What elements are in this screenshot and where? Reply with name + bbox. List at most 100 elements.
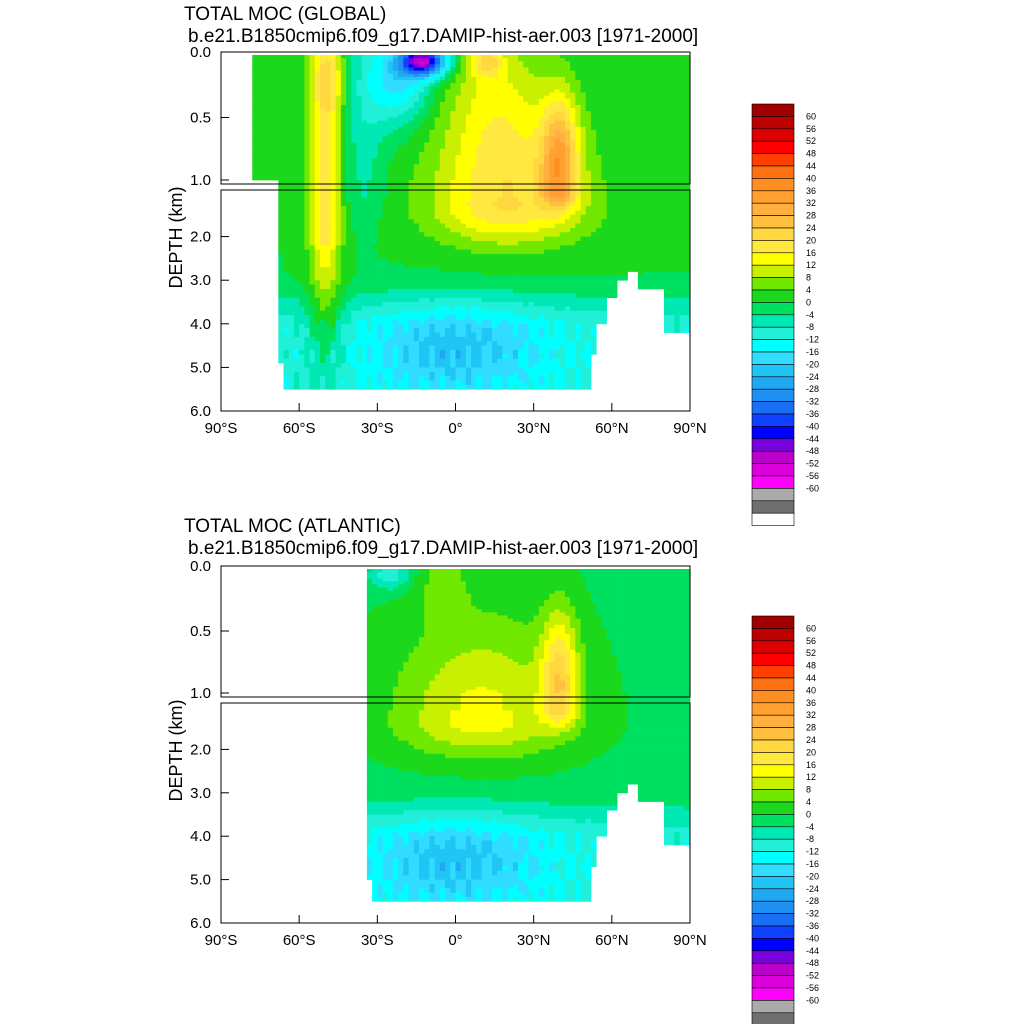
contour-cell [455,214,462,220]
contour-cell [366,70,373,75]
contour-cell [398,210,404,216]
contour-cell [320,293,326,299]
contour-cell [559,89,566,93]
contour-cell [361,258,368,264]
contour-cell [267,173,274,178]
contour-cell [356,120,363,125]
contour-cell [288,367,295,373]
contour-cell [434,145,441,150]
contour-cell [471,367,477,373]
contour-cell [346,371,352,377]
contour-cell [554,284,561,290]
contour-cell [518,302,524,307]
contour-cell [460,275,467,281]
contour-cell [486,120,493,125]
contour-cell [309,148,316,153]
contour-cell [439,92,446,97]
contour-cell [439,310,446,316]
contour-cell [476,380,482,386]
contour-cell [455,117,462,122]
contour-cell [497,315,503,320]
contour-cell [314,240,321,246]
contour-cell [481,341,488,346]
contour-cell [549,354,555,360]
contour-cell [439,254,446,259]
contour-cell [523,126,529,131]
contour-cell [445,232,451,237]
contour-cell [361,275,368,281]
contour-cell [512,76,519,81]
contour-cell [559,254,566,259]
contour-cell [361,61,368,65]
contour-cell [491,167,498,172]
contour-cell [398,176,404,181]
contour-cell [288,86,295,90]
contour-cell [361,80,368,84]
contour-cell [450,206,456,211]
contour-cell [366,315,373,320]
contour-cell [278,254,284,259]
contour-cell [476,161,482,165]
contour-cell [314,105,321,109]
contour-cell [465,240,472,246]
contour-cell [481,101,488,106]
contour-cell [356,155,363,159]
contour-cell [476,384,482,390]
contour-cell [283,173,290,178]
contour-cell [252,126,258,131]
contour-cell [299,89,305,93]
contour-cell [429,55,436,59]
contour-cell [403,293,409,299]
contour-cell [502,155,509,159]
contour-cell [419,101,425,106]
contour-cell [424,136,430,140]
contour-cell [387,262,394,268]
contour-cell [512,148,519,153]
contour-cell [325,367,331,373]
contour-cell [320,336,326,342]
contour-cell [564,67,571,72]
contour-cell [564,315,571,320]
contour-cell [564,76,571,81]
contour-cell [309,328,316,333]
contour-cell [366,98,373,103]
contour-cell [419,64,425,68]
contour-cell [356,315,363,320]
contour-cell [502,73,509,78]
contour-cell [387,105,394,109]
contour-cell [471,376,477,381]
contour-cell [518,148,524,153]
contour-cell [559,223,566,229]
contour-cell [377,384,383,390]
contour-cell [335,371,342,377]
contour-cell [392,136,399,140]
contour-cell [564,197,571,203]
contour-cell [502,83,509,87]
contour-cell [465,345,472,351]
contour-cell [346,173,352,178]
contour-cell [372,101,378,106]
contour-cell [398,262,404,268]
contour-cell [476,310,482,316]
contour-cell [325,271,331,277]
contour-cell [325,288,331,294]
contour-cell [455,293,462,299]
contour-cell [403,80,409,84]
contour-cell [559,315,566,320]
contour-cell [544,293,550,299]
contour-cell [356,158,363,162]
contour-cell [351,219,357,224]
contour-cell [382,315,389,320]
contour-cell [293,120,300,125]
contour-cell [502,70,509,75]
contour-cell [538,297,545,303]
contour-cell [507,123,514,128]
contour-cell [486,105,493,109]
contour-cell [523,376,529,381]
contour-cell [299,345,305,351]
contour-cell [351,161,357,165]
contour-cell [346,133,352,137]
contour-cell [476,315,482,320]
contour-cell [518,176,524,181]
contour-cell [325,80,331,84]
